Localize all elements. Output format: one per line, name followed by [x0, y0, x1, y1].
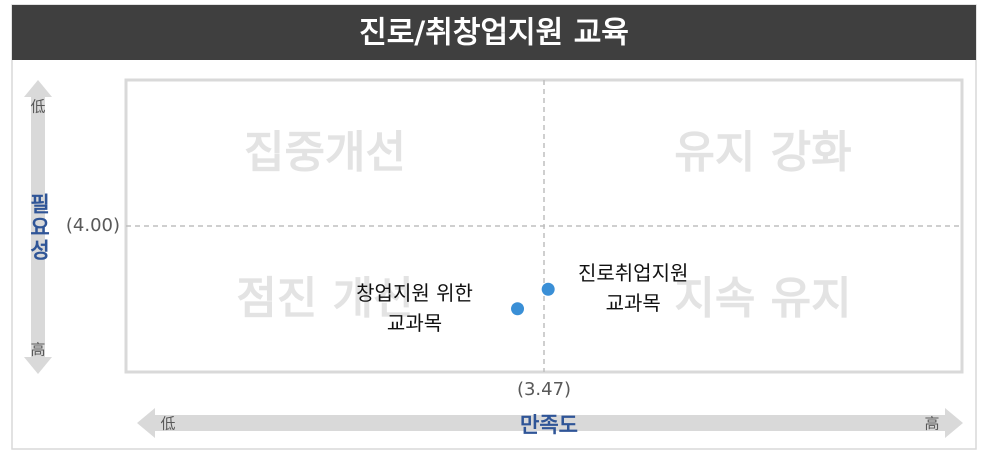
x-axis-label: 만족도 — [520, 413, 578, 437]
frame — [11, 4, 977, 450]
quadrant-label: 지속 유지 — [674, 273, 851, 324]
y-axis-label: 필요성 — [27, 193, 51, 262]
chart-title: 진로/취창업지원 교육 — [359, 16, 629, 51]
x-high: 高 — [924, 415, 939, 433]
y-high: 高 — [30, 341, 45, 359]
y-arrow — [24, 80, 52, 374]
point-label: 창업지원 위한 — [356, 281, 473, 305]
point-label: 진로취업지원 — [578, 261, 688, 285]
point-label: 교과목 — [387, 311, 442, 335]
quadrant-label: 점진 개선 — [236, 273, 413, 324]
x-low: 低 — [160, 415, 175, 433]
point-label: 교과목 — [606, 291, 661, 315]
point — [511, 302, 525, 316]
x-reference-label: (3.47) — [517, 379, 571, 400]
y-reference-label: (4.00) — [66, 215, 120, 236]
point — [541, 282, 555, 296]
quadrant-label: 집중개선 — [244, 127, 406, 178]
title-bar — [12, 5, 976, 60]
y-low: 低 — [30, 98, 45, 116]
quadrant-label: 유지 강화 — [674, 127, 851, 178]
x-arrow — [137, 408, 963, 438]
